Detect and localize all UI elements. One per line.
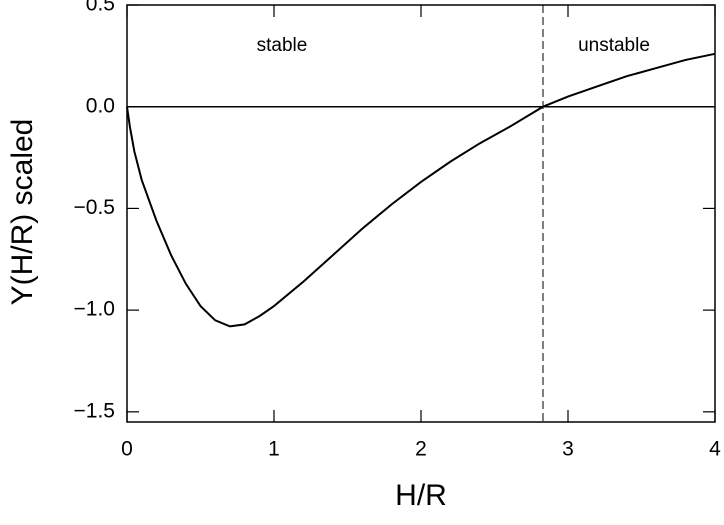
x-tick-label: 2	[415, 438, 427, 461]
y-axis-label: Y(H/R) scaled	[6, 119, 39, 306]
y-tick-label: −0.5	[74, 196, 115, 219]
x-axis-label: H/R	[395, 479, 447, 512]
x-tick-label: 0	[121, 438, 133, 461]
curve	[126, 52, 716, 328]
y-tick-label: −1.5	[74, 399, 115, 422]
annotation: unstable	[578, 35, 650, 56]
y-tick-label: −1.0	[74, 298, 115, 321]
annotation: stable	[257, 35, 308, 56]
y-tick-label: 0.0	[86, 94, 115, 117]
x-tick-label: 3	[562, 438, 574, 461]
x-tick-label: 4	[709, 438, 721, 461]
x-tick-label: 1	[268, 438, 280, 461]
plot-frame	[126, 4, 716, 423]
y-tick-label: 0.5	[86, 0, 115, 16]
